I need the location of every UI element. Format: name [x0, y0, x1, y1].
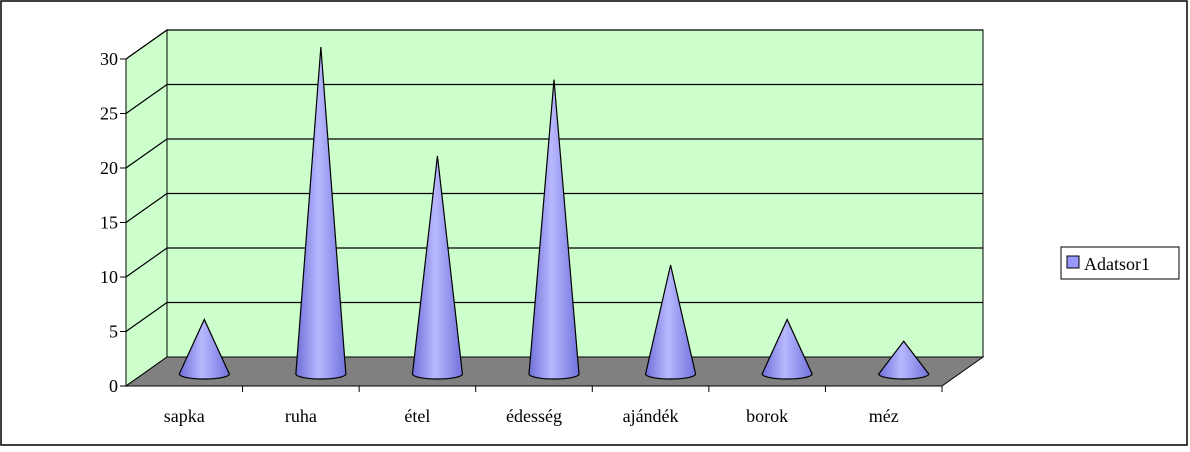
- y-tick-label: 10: [100, 267, 118, 287]
- gridline-side: [125, 84, 168, 114]
- x-tick-label: sapka: [164, 406, 205, 426]
- legend-label: Adatsor1: [1084, 254, 1150, 274]
- gridline-side: [125, 29, 168, 60]
- y-tick-label: 15: [100, 213, 118, 233]
- legend: Adatsor1: [1060, 246, 1180, 280]
- x-tick-label: ruha: [285, 406, 317, 426]
- x-tick-label: ajándék: [623, 406, 679, 426]
- cone-bar: [644, 264, 697, 380]
- gridline-side: [125, 138, 168, 169]
- gridline-side: [125, 247, 168, 278]
- y-tick-label: 0: [109, 376, 118, 396]
- gridline-side: [125, 302, 168, 332]
- cone-bar: [761, 318, 813, 380]
- legend-box: [1060, 246, 1180, 280]
- y-tick-label: 30: [100, 49, 118, 69]
- cone-bar: [295, 46, 347, 380]
- legend-swatch: [1066, 255, 1080, 269]
- x-tick-label: étel: [404, 406, 430, 426]
- x-tick-label: borok: [746, 406, 788, 426]
- y-tick-label: 25: [100, 104, 118, 124]
- cone-bar: [411, 155, 464, 380]
- x-tick-label: édesség: [506, 406, 562, 426]
- x-tick-label: méz: [869, 406, 899, 426]
- y-tick-label: 5: [109, 322, 118, 342]
- cone-bar: [528, 79, 580, 380]
- gridline-side: [125, 193, 168, 223]
- cone-bar: [178, 318, 230, 380]
- cone-bar: [878, 340, 930, 380]
- y-tick-label: 20: [100, 158, 118, 178]
